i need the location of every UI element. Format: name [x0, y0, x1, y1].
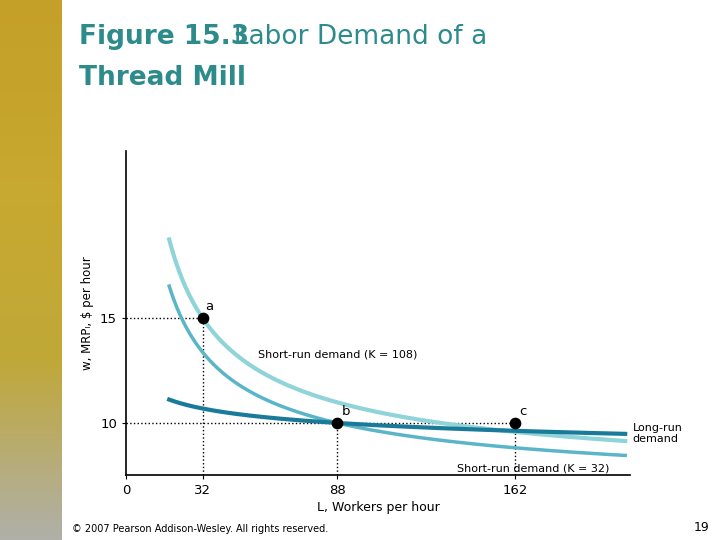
Y-axis label: w, MRPₗ, $ per hour: w, MRPₗ, $ per hour: [81, 256, 94, 370]
Text: Figure 15.3: Figure 15.3: [79, 24, 249, 50]
Text: © 2007 Pearson Addison-Wesley. All rights reserved.: © 2007 Pearson Addison-Wesley. All right…: [72, 523, 328, 534]
Text: a: a: [205, 300, 213, 313]
Point: [509, 418, 521, 427]
Text: Labor Demand of a: Labor Demand of a: [217, 24, 487, 50]
Text: Short-run demand (K = 32): Short-run demand (K = 32): [457, 463, 610, 473]
Text: c: c: [520, 404, 527, 418]
Point: [197, 314, 209, 323]
Text: Thread Mill: Thread Mill: [79, 65, 246, 91]
Text: 19: 19: [693, 521, 709, 534]
Text: Short-run demand (K = 108): Short-run demand (K = 108): [258, 350, 418, 360]
Text: Long-run
demand: Long-run demand: [632, 423, 683, 444]
X-axis label: L, Workers per hour: L, Workers per hour: [317, 502, 439, 515]
Text: b: b: [342, 404, 351, 418]
Point: [331, 418, 343, 427]
